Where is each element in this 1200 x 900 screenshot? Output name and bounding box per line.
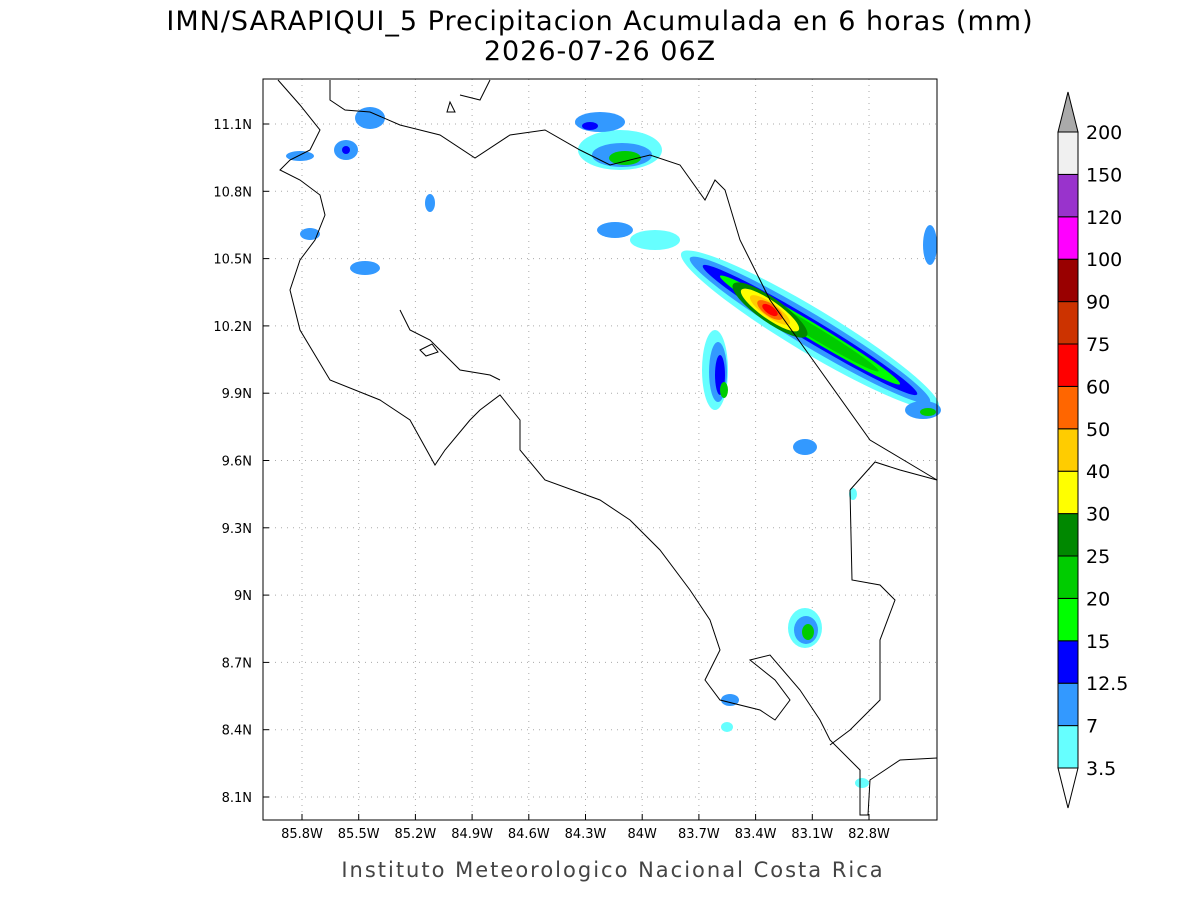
grid (263, 79, 937, 820)
colorbar-segment (1057, 682, 1079, 727)
lat-tick-label: 8.7N (222, 656, 252, 671)
colorbar-segment (1057, 725, 1079, 769)
colorbar: 3.5 7 12.5 15 20 25 30 40 50 60 75 90 100 120 150 200 (1057, 91, 1128, 809)
lon-tick-label: 85.2W (394, 827, 436, 842)
colorbar-label: 7 (1086, 716, 1098, 738)
colorbar-segment (1057, 173, 1079, 218)
lon-tick-label: 84W (627, 827, 657, 842)
colorbar-label: 20 (1086, 588, 1110, 610)
colorbar-label: 75 (1086, 334, 1110, 356)
lat-tick-label: 8.1N (222, 791, 252, 806)
colorbar-segment (1057, 301, 1079, 345)
lat-tick-label: 9N (234, 589, 252, 604)
colorbar-label: 90 (1086, 292, 1110, 314)
lat-tick-label: 10.2N (213, 320, 252, 335)
lat-tick-label: 8.4N (222, 724, 252, 739)
lat-tick-label: 9.3N (222, 522, 252, 537)
colorbar-segment (1057, 258, 1079, 303)
colorbar-segment (1057, 216, 1079, 260)
colorbar-label: 30 (1086, 504, 1110, 526)
lat-tick-label: 9.9N (222, 387, 252, 402)
lon-tick-label: 83.7W (678, 827, 720, 842)
colorbar-label: 120 (1086, 207, 1122, 229)
coastlines (277, 79, 938, 816)
lon-tick-label: 84.9W (451, 827, 493, 842)
colorbar-under (1057, 767, 1079, 809)
lon-tick-label: 85.5W (338, 827, 380, 842)
map-frame (262, 78, 938, 821)
colorbar-label: 25 (1086, 546, 1110, 568)
lat-tick-label: 10.5N (213, 253, 252, 268)
lon-tick-label: 84.3W (565, 827, 607, 842)
colorbar-segment (1057, 131, 1079, 175)
colorbar-label: 150 (1086, 164, 1122, 186)
colorbar-label: 40 (1086, 461, 1110, 483)
colorbar-segment (1057, 428, 1079, 472)
lat-tick-label: 11.1N (213, 118, 252, 133)
colorbar-segment (1057, 385, 1079, 430)
lat-tick-label: 9.6N (222, 455, 252, 470)
colorbar-label: 12.5 (1086, 673, 1128, 695)
colorbar-segment (1057, 555, 1079, 599)
title: IMN/SARAPIQUI_5 Precipitacion Acumulada … (166, 6, 1033, 37)
lon-tick-label: 83.1W (791, 827, 833, 842)
subtitle: 2026-07-26 06Z (484, 36, 716, 67)
lon-tick-label: 82.8W (848, 827, 890, 842)
colorbar-segment (1057, 343, 1079, 387)
lon-tick-label: 84.6W (508, 827, 550, 842)
colorbar-segment (1057, 470, 1079, 515)
colorbar-segment (1057, 513, 1079, 557)
colorbar-label: 200 (1086, 122, 1122, 144)
precipitation (286, 107, 941, 788)
colorbar-segment (1057, 640, 1079, 684)
lon-tick-label: 85.8W (281, 827, 323, 842)
footer: Instituto Meteorologico Nacional Costa R… (341, 858, 884, 882)
colorbar-label: 50 (1086, 419, 1110, 441)
colorbar-label: 3.5 (1086, 758, 1116, 780)
colorbar-segment (1057, 597, 1079, 642)
lat-tick-label: 10.8N (213, 185, 252, 200)
colorbar-label: 15 (1086, 631, 1110, 653)
lon-tick-label: 83.4W (735, 827, 777, 842)
colorbar-label: 100 (1086, 249, 1122, 271)
colorbar-over (1057, 91, 1079, 133)
colorbar-label: 60 (1086, 376, 1110, 398)
